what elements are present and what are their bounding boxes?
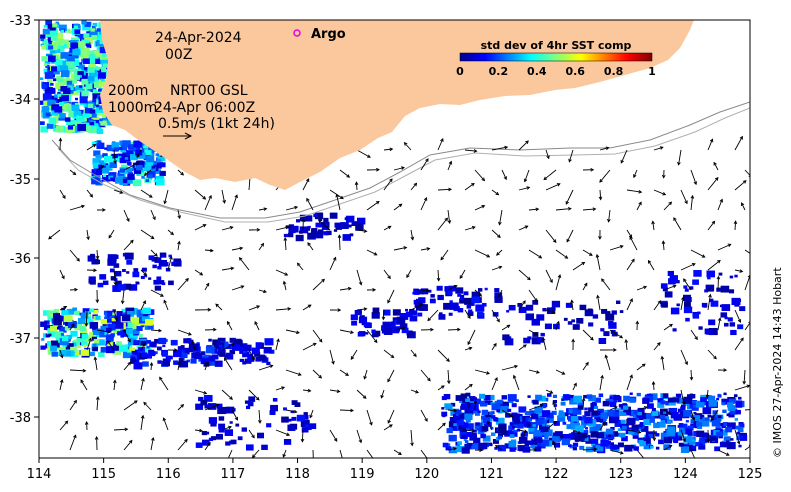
x-tick-label: 122 — [544, 467, 569, 482]
y-tick-label: -35 — [10, 173, 31, 188]
x-tick-label: 117 — [220, 467, 245, 482]
time-label: 00Z — [165, 47, 192, 63]
y-tick-label: -37 — [10, 332, 31, 347]
x-tick-label: 119 — [350, 467, 375, 482]
x-tick-label: 120 — [414, 467, 439, 482]
colorbar-tick-label: 0.2 — [489, 65, 509, 78]
x-tick-label: 123 — [608, 467, 633, 482]
x-tick-label: 124 — [673, 467, 698, 482]
colorbar: std dev of 4hr SST comp 0 0.2 0.4 0.6 0.8 1 — [456, 39, 656, 78]
x-axis: 114 115 116 117 118 119 120 121 122 123 124 125 — [27, 458, 763, 482]
colorbar-gradient — [459, 52, 653, 62]
isobath-200m — [51, 101, 750, 219]
y-tick-label: -34 — [10, 93, 31, 108]
y-tick-label: -33 — [10, 14, 31, 29]
product-label: NRT00 GSL — [170, 83, 248, 99]
credit-label: © IMOS 27-Apr-2024 14:43 Hobart — [771, 267, 784, 458]
colorbar-tick-label: 0.6 — [565, 65, 585, 78]
x-tick-label: 121 — [479, 467, 504, 482]
colorbar-ticks: 0 0.2 0.4 0.6 0.8 1 — [456, 65, 656, 78]
x-tick-label: 114 — [27, 467, 52, 482]
plot-frame — [38, 19, 751, 459]
x-tick-label: 115 — [91, 467, 116, 482]
contour-label-1000m: 1000m — [108, 100, 157, 116]
y-tick-label: -38 — [10, 411, 31, 426]
colorbar-tick-label: 0 — [456, 65, 464, 78]
x-tick-label: 116 — [156, 467, 181, 482]
y-axis: -33 -34 -35 -36 -37 -38 — [10, 14, 39, 426]
date-label: 24-Apr-2024 — [155, 30, 242, 46]
isobath-1000m — [57, 107, 750, 223]
scale-label: 0.5m/s (1kt 24h) — [158, 116, 275, 132]
x-tick-label: 118 — [285, 467, 310, 482]
current-vectors — [48, 135, 750, 458]
argo-label: Argo — [311, 27, 346, 42]
colorbar-title: std dev of 4hr SST comp — [481, 39, 632, 52]
land-mass — [100, 20, 694, 190]
colorbar-tick-label: 0.4 — [527, 65, 547, 78]
product-time-label: 24-Apr 06:00Z — [154, 100, 255, 116]
x-tick-label: 125 — [738, 467, 763, 482]
colorbar-tick-label: 0.8 — [604, 65, 624, 78]
sst-data-layer — [40, 20, 748, 454]
contour-label-200m: 200m — [108, 83, 148, 99]
argo-marker-icon — [293, 29, 301, 37]
y-tick-label: -36 — [10, 252, 31, 267]
colorbar-tick-label: 1 — [648, 65, 656, 78]
scale-arrow — [163, 132, 193, 140]
